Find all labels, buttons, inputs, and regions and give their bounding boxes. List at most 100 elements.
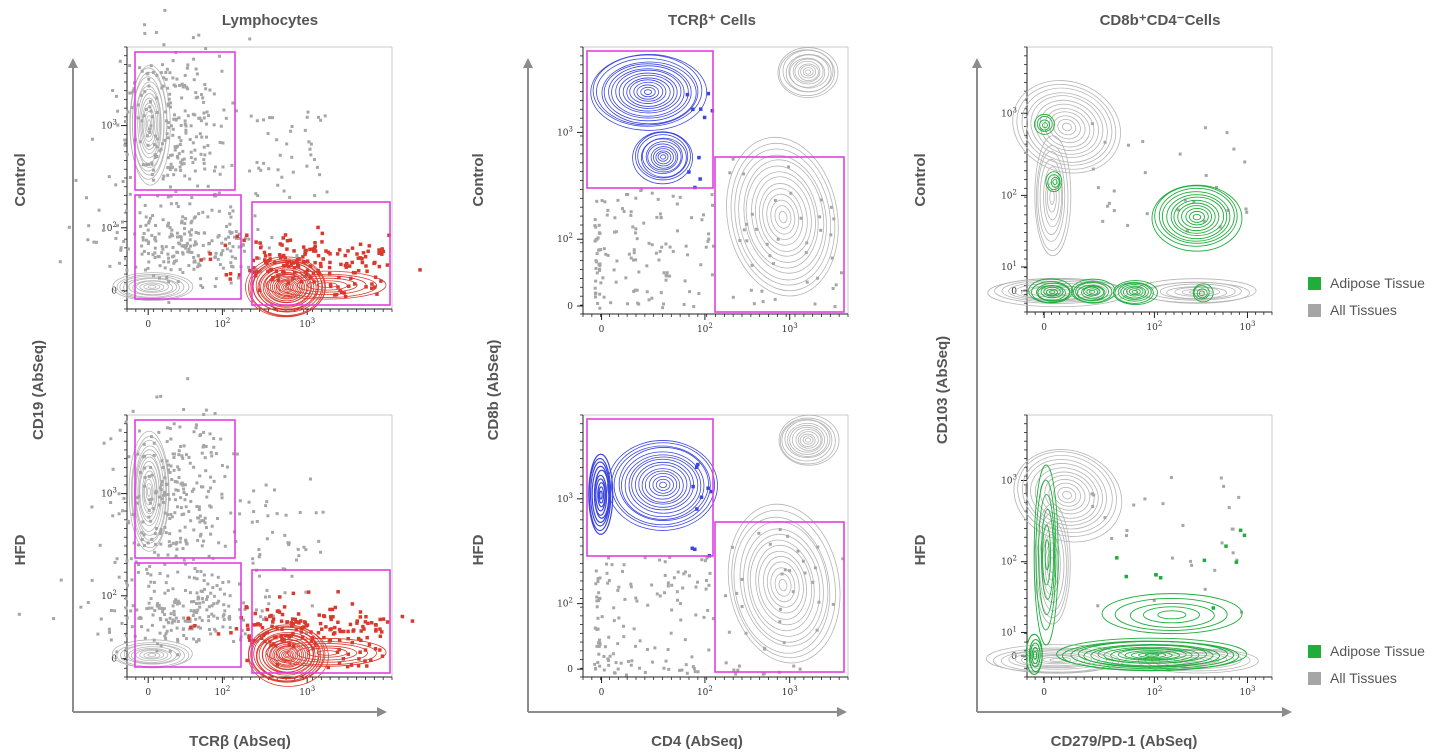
event-dot (209, 475, 213, 479)
event-dot (192, 610, 196, 614)
event-dot (614, 280, 618, 284)
event-dot (109, 608, 113, 612)
event-dot (1169, 476, 1173, 480)
event-dot (303, 621, 308, 625)
event-dot (327, 271, 332, 276)
event-dot (1183, 198, 1187, 202)
event-dot (710, 273, 714, 277)
event-dot (247, 634, 252, 638)
event-dot (796, 549, 800, 553)
event-dot (181, 604, 185, 608)
event-dot (373, 260, 377, 265)
event-dot (238, 237, 242, 241)
event-dot (374, 627, 378, 632)
event-dot (768, 254, 772, 258)
event-dot (320, 231, 325, 236)
event-dot (245, 233, 249, 237)
event-dot (179, 139, 183, 143)
event-dot (258, 553, 262, 557)
event-dot (174, 488, 178, 492)
event-dot (378, 648, 382, 652)
event-dot (150, 233, 154, 237)
event-dot (202, 100, 206, 104)
event-dot (225, 224, 229, 228)
contour-line (1025, 633, 1043, 676)
event-dot (613, 216, 617, 220)
event-dot (148, 498, 152, 502)
event-dot (121, 180, 125, 184)
event-dot (179, 168, 183, 172)
event-dot (1222, 484, 1226, 488)
event-dot (159, 644, 163, 648)
contour-line (1050, 176, 1060, 188)
event-dot (318, 621, 323, 626)
event-dot (143, 90, 147, 94)
contour-line (271, 275, 302, 299)
event-dot (196, 608, 200, 612)
event-dot (681, 586, 685, 590)
event-dot (624, 673, 628, 677)
y-tick-label: 103 (101, 487, 117, 500)
event-dot (160, 251, 164, 255)
event-dot (201, 600, 205, 604)
contour-line (622, 74, 675, 109)
event-dot (173, 452, 177, 456)
event-dot (222, 618, 226, 622)
contour-line (1124, 650, 1180, 661)
event-dot (359, 638, 363, 643)
event-dot (184, 538, 188, 542)
event-dot (156, 642, 160, 646)
event-dot (706, 608, 710, 612)
event-dot (607, 579, 611, 583)
event-dot (195, 602, 199, 606)
event-dot (198, 264, 202, 268)
event-dot (731, 295, 735, 299)
event-dot (692, 305, 696, 309)
event-dot (124, 606, 128, 610)
event-dot (701, 213, 705, 217)
event-dot (229, 205, 233, 209)
event-dot (678, 668, 682, 672)
event-dot (144, 223, 148, 227)
event-dot (198, 132, 202, 136)
event-dot (704, 245, 708, 249)
event-dot (119, 246, 123, 250)
contour-line (284, 285, 290, 289)
contour-line (635, 131, 691, 181)
event-dot (275, 609, 280, 613)
event-dot (146, 571, 150, 575)
event-dot (197, 516, 201, 520)
event-dot (184, 637, 188, 641)
contour-line (111, 639, 193, 669)
event-dot (161, 63, 165, 67)
event-dot (220, 241, 224, 245)
event-dot (196, 595, 200, 599)
contour-line (1043, 166, 1062, 228)
contour-line (296, 277, 358, 293)
contour-line (1196, 288, 1208, 299)
event-dot (678, 195, 682, 199)
event-dot (666, 584, 670, 588)
event-dot (201, 445, 205, 449)
event-dot (115, 231, 119, 235)
event-dot (687, 170, 691, 174)
event-dot (202, 145, 206, 149)
event-dot (166, 493, 170, 497)
event-dot (695, 507, 699, 511)
event-dot (686, 253, 690, 257)
event-dot (369, 658, 373, 662)
event-dot (1091, 167, 1095, 171)
event-dot (163, 613, 167, 617)
event-dot (1211, 606, 1216, 610)
event-dot (189, 499, 193, 503)
event-dot (745, 222, 749, 226)
event-dot (182, 558, 186, 562)
event-dot (1227, 506, 1231, 510)
event-dot (271, 642, 276, 646)
event-dot (171, 133, 175, 137)
tick-exponent: 2 (113, 589, 117, 597)
contour-line (1189, 210, 1205, 223)
event-dot (220, 496, 224, 500)
event-dot (278, 153, 282, 157)
event-dot (625, 302, 629, 306)
